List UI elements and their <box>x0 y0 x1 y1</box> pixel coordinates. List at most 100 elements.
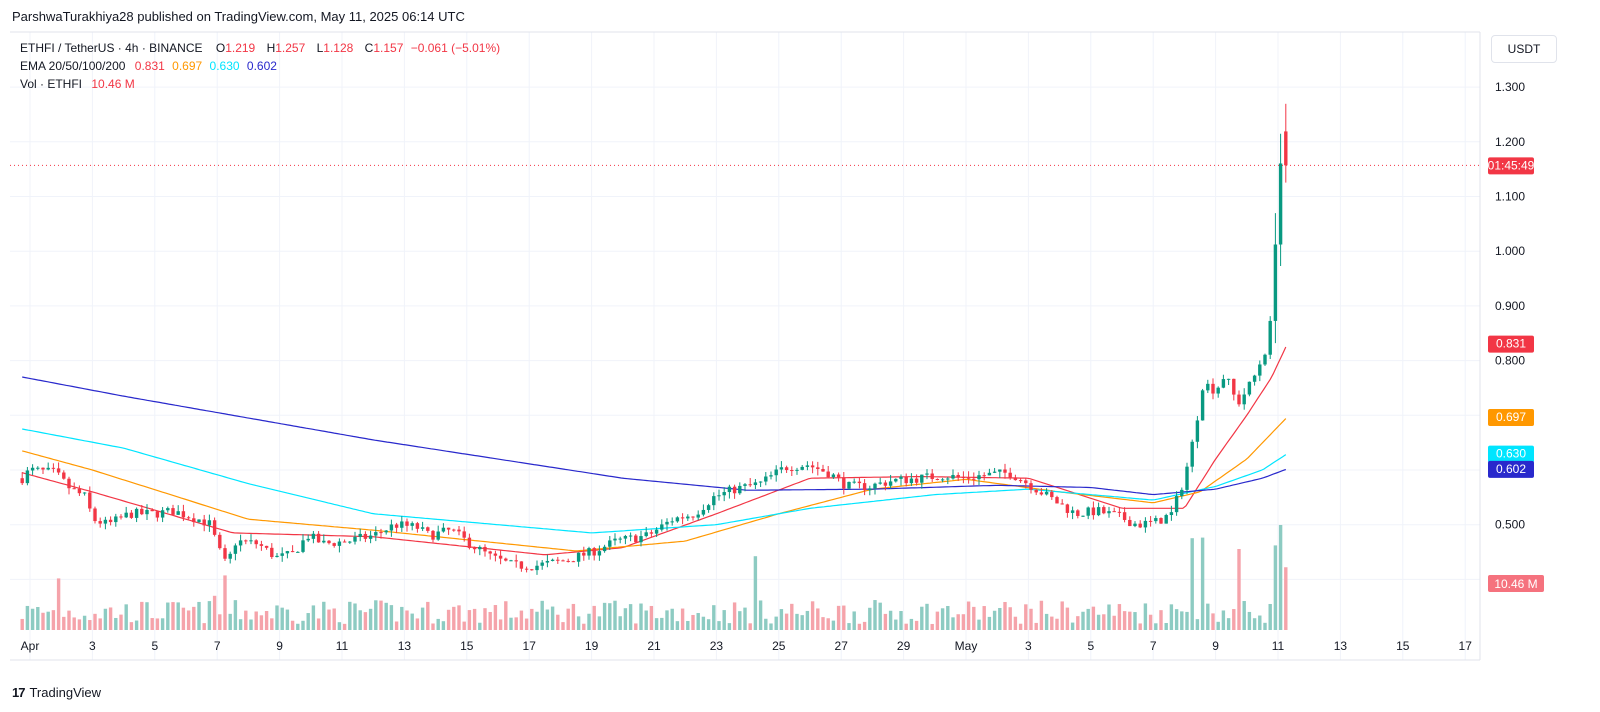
candle-body <box>389 524 394 531</box>
open-key: O <box>215 41 226 55</box>
candle-body <box>769 475 773 477</box>
candle-body <box>41 467 45 470</box>
candle-body <box>857 481 862 484</box>
volume-bar <box>1221 610 1226 630</box>
volume-badge-label: 10.46 M <box>1494 577 1537 591</box>
time-tick-label: 3 <box>89 639 96 653</box>
candle-body <box>670 521 674 523</box>
volume-bar <box>410 613 414 630</box>
ema-label[interactable]: EMA 20/50/100/200 <box>20 59 126 73</box>
volume-bar <box>571 603 576 630</box>
volume-bar <box>868 607 872 630</box>
candle-body <box>192 518 196 523</box>
volume-bar <box>30 608 35 630</box>
currency-unit-button[interactable]: USDT <box>1491 35 1557 63</box>
candle-body <box>488 551 492 554</box>
candle-body <box>36 467 40 469</box>
candle-body <box>779 467 784 470</box>
volume-bar <box>1096 614 1101 630</box>
volume-bar <box>956 614 960 630</box>
candle-body <box>1086 507 1090 516</box>
volume-bar <box>1013 616 1018 630</box>
volume-bar <box>1216 621 1220 630</box>
volume-bar <box>1081 611 1085 630</box>
time-tick-label: 7 <box>214 639 221 653</box>
volume-bar <box>1226 618 1231 630</box>
volume-bar <box>576 616 581 630</box>
candle-body <box>613 538 617 541</box>
candle-body <box>753 482 758 486</box>
candle-body <box>327 540 331 544</box>
volume-bar <box>810 601 815 630</box>
volume-bar <box>608 603 612 630</box>
volume-bar <box>774 616 778 630</box>
candle-body <box>821 469 825 472</box>
candle-body <box>415 523 420 529</box>
symbol-label[interactable]: ETHFI / TetherUS · 4h · BINANCE <box>20 41 203 55</box>
volume-bar <box>540 600 544 630</box>
candle-body <box>472 547 477 550</box>
volume-bar <box>888 610 893 630</box>
volume-bar <box>498 619 503 630</box>
candle-body <box>1112 511 1116 513</box>
volume-bar <box>301 620 305 630</box>
high-value: 1.257 <box>275 41 306 55</box>
volume-bar <box>41 612 45 630</box>
volume-bar <box>348 601 352 630</box>
volume-bar <box>1206 603 1210 630</box>
volume-bar <box>67 610 71 630</box>
candle-body <box>961 477 966 479</box>
time-tick-label: 15 <box>1396 639 1410 653</box>
volume-bar <box>275 605 279 630</box>
volume-bar <box>712 605 716 630</box>
candle-body <box>909 478 914 484</box>
volume-bar <box>1164 623 1168 630</box>
volume-bar <box>358 610 362 630</box>
candle-body <box>124 512 128 518</box>
candle-body <box>842 477 846 489</box>
time-tick-label: 17 <box>1459 639 1473 653</box>
candle-body <box>311 533 316 539</box>
volume-bar <box>420 607 425 630</box>
candle-body <box>1221 379 1226 388</box>
candle-body <box>20 478 24 484</box>
candle-body <box>1107 511 1111 514</box>
tradingview-logo-icon[interactable]: 17 <box>12 685 26 700</box>
candle-body <box>1268 320 1272 355</box>
price-badge <box>1488 157 1534 175</box>
candlesticks <box>20 103 1288 575</box>
candle-body <box>394 524 399 528</box>
volume-bar <box>940 608 945 630</box>
volume-bar <box>816 608 820 630</box>
candle-body <box>602 546 607 552</box>
volume-bar <box>628 604 633 630</box>
candle-body <box>758 481 763 483</box>
candle-body <box>56 468 61 473</box>
candle-body <box>800 466 804 470</box>
candle-body <box>384 530 388 533</box>
volume-bar <box>1102 614 1106 630</box>
candle-body <box>1263 354 1267 365</box>
candle-body <box>145 509 149 515</box>
volume-bar <box>1242 601 1246 630</box>
volume-label[interactable]: Vol · ETHFI <box>20 77 83 91</box>
footer-brand[interactable]: TradingView <box>29 685 102 700</box>
candle-body <box>883 482 888 486</box>
candle-body <box>176 511 180 515</box>
candle-body <box>1190 441 1194 467</box>
candle-body <box>441 527 446 532</box>
candle-body <box>805 465 810 467</box>
candle-body <box>1128 519 1132 527</box>
volume-bar <box>119 614 123 630</box>
volume-bar <box>556 614 560 630</box>
time-tick-label: 5 <box>151 639 158 653</box>
price-axis-labels: 1.300 1.200 1.100 1.000 0.900 0.800 0.500 <box>1495 80 1525 532</box>
volume-bar <box>1008 607 1012 630</box>
volume-bar <box>899 611 903 630</box>
volume-bar <box>1174 609 1179 630</box>
volume-bar <box>1018 623 1023 630</box>
candle-body <box>93 508 97 522</box>
symbol-row: ETHFI / TetherUS · 4h · BINANCE O1.219 H… <box>20 39 504 57</box>
candle-body <box>1169 512 1174 516</box>
